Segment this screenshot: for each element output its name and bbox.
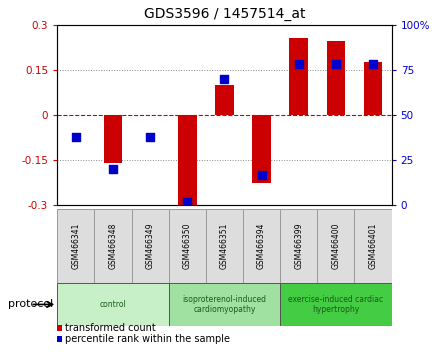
Bar (280, 283, 392, 326)
Text: percentile rank within the sample: percentile rank within the sample (65, 334, 230, 344)
Point (332, 62, 339, 67)
Bar (252, 115, 271, 183)
Point (221, 76, 228, 82)
Bar (169, 283, 280, 326)
Title: GDS3596 / 1457514_at: GDS3596 / 1457514_at (143, 7, 305, 21)
Bar (243, 209, 280, 283)
Text: GSM466341: GSM466341 (71, 223, 80, 269)
Point (184, 199, 191, 205)
Text: GSM466348: GSM466348 (108, 223, 117, 269)
Text: GSM466401: GSM466401 (369, 223, 378, 269)
Bar (94, 209, 132, 283)
Bar (290, 38, 308, 115)
Bar (57, 209, 94, 283)
Text: GSM466349: GSM466349 (146, 223, 154, 269)
Bar (57, 283, 169, 326)
Text: control: control (99, 300, 126, 309)
Point (147, 134, 154, 139)
Point (258, 172, 265, 177)
Bar (104, 115, 122, 163)
Point (72, 134, 79, 139)
Text: GSM466350: GSM466350 (183, 223, 192, 269)
Bar (206, 209, 243, 283)
Bar (355, 209, 392, 283)
Text: GSM466399: GSM466399 (294, 223, 303, 269)
Text: GSM466351: GSM466351 (220, 223, 229, 269)
Text: transformed count: transformed count (65, 323, 156, 333)
Bar (326, 41, 345, 115)
Bar (364, 62, 382, 115)
Bar (280, 209, 317, 283)
Bar (317, 209, 355, 283)
Bar (169, 209, 206, 283)
Text: GSM466400: GSM466400 (331, 223, 341, 269)
Text: exercise-induced cardiac
hypertrophy: exercise-induced cardiac hypertrophy (288, 295, 383, 314)
Point (110, 166, 117, 172)
Point (295, 62, 302, 67)
Text: protocol: protocol (7, 299, 53, 309)
Text: isoproterenol-induced
cardiomyopathy: isoproterenol-induced cardiomyopathy (183, 295, 266, 314)
Text: GSM466394: GSM466394 (257, 223, 266, 269)
Bar (132, 209, 169, 283)
Bar (215, 85, 234, 115)
Point (370, 62, 377, 67)
Bar (178, 115, 197, 207)
